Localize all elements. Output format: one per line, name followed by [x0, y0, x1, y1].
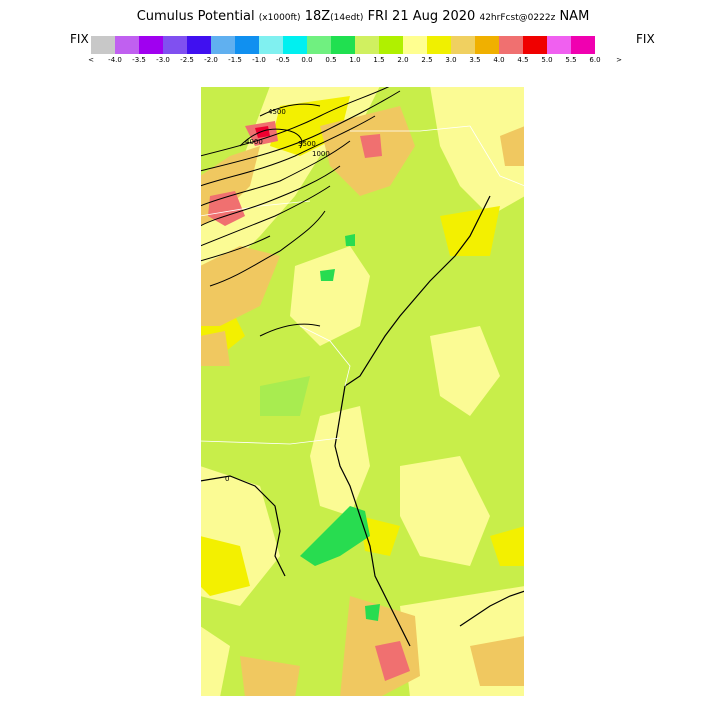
- legend-left-label: FIX: [70, 32, 89, 46]
- contour-label-4500: 4500: [268, 108, 286, 116]
- contour-label-3500: 3500: [298, 140, 316, 148]
- field-yellow: [200, 96, 525, 596]
- legend-tick-label: 5.0: [541, 56, 553, 64]
- contour-label-0: 0: [225, 475, 229, 483]
- legend-tick-label: 4.0: [493, 56, 505, 64]
- legend-swatch: [547, 36, 571, 54]
- legend-swatch: [403, 36, 427, 54]
- title-units: (x1000ft): [258, 13, 301, 23]
- legend-tick-label: >: [616, 56, 622, 64]
- legend-swatch: [115, 36, 139, 54]
- legend-tick-label: -1.0: [252, 56, 266, 64]
- legend-swatch: [163, 36, 187, 54]
- color-scale: [91, 36, 595, 54]
- legend-swatch: [259, 36, 283, 54]
- legend-swatch: [499, 36, 523, 54]
- field-green: [300, 234, 380, 621]
- map-frame: [200, 86, 525, 697]
- legend-tick-label: 3.0: [445, 56, 457, 64]
- legend-swatch: [571, 36, 595, 54]
- field-red-core: [255, 126, 270, 138]
- title-time: 18Z: [304, 9, 331, 24]
- legend-tick-label: -0.5: [276, 56, 290, 64]
- legend-swatch: [355, 36, 379, 54]
- legend-swatch: [91, 36, 115, 54]
- state-borders: [200, 125, 525, 445]
- legend-tick-label: 0.5: [325, 56, 337, 64]
- legend-swatch: [235, 36, 259, 54]
- color-scale-ticks: < -4.0 -3.5 -3.0 -2.5 -2.0 -1.5 -1.0 -0.5 0.0 0.5 1…: [88, 56, 643, 66]
- legend-tick-label: 0.0: [301, 56, 313, 64]
- title-main: Cumulus Potential: [136, 9, 255, 24]
- legend-swatch: [283, 36, 307, 54]
- legend-right-label: FIX: [636, 32, 655, 46]
- legend-swatch: [211, 36, 235, 54]
- coastline: [200, 195, 525, 647]
- legend-swatch: [475, 36, 499, 54]
- legend-tick-label: -3.5: [132, 56, 146, 64]
- legend-tick-label: -4.0: [108, 56, 122, 64]
- legend-tick-label: 1.0: [349, 56, 361, 64]
- map-title: Cumulus Potential (x1000ft) 18Z(14edt) F…: [0, 9, 726, 24]
- field-pale-yellow: [200, 86, 525, 697]
- legend-swatch: [331, 36, 355, 54]
- legend-tick-label: -1.5: [228, 56, 242, 64]
- legend-swatch: [379, 36, 403, 54]
- contour-labels: 4500 4000 3500 1000 0: [225, 108, 330, 483]
- contour-label-1000: 1000: [312, 150, 330, 158]
- legend-swatch: [307, 36, 331, 54]
- title-date: FRI 21 Aug 2020: [367, 9, 476, 24]
- legend-tick-label: 2.0: [397, 56, 409, 64]
- legend-swatch: [139, 36, 163, 54]
- legend-tick-label: 1.5: [373, 56, 385, 64]
- legend-tick-label: 3.5: [469, 56, 481, 64]
- legend-tick-label: -3.0: [156, 56, 170, 64]
- legend-tick-label: <: [88, 56, 94, 64]
- title-model: NAM: [559, 9, 590, 24]
- title-forecast: 42hrFcst@0222z: [479, 13, 556, 23]
- field-light-green: [260, 376, 310, 416]
- cumulus-potential-map: 4500 4000 3500 1000 0: [200, 86, 525, 697]
- legend-tick-label: -2.5: [180, 56, 194, 64]
- legend-swatch: [187, 36, 211, 54]
- legend-tick-label: 6.0: [589, 56, 601, 64]
- contour-label-4000: 4000: [245, 138, 263, 146]
- legend-swatch: [451, 36, 475, 54]
- legend-tick-label: -2.0: [204, 56, 218, 64]
- legend-swatch: [523, 36, 547, 54]
- legend-tick-label: 2.5: [421, 56, 433, 64]
- title-local: (14edt): [330, 13, 364, 23]
- legend-tick-label: 5.5: [565, 56, 577, 64]
- legend-tick-label: 4.5: [517, 56, 529, 64]
- elevation-contours: [200, 86, 401, 337]
- legend-swatch: [427, 36, 451, 54]
